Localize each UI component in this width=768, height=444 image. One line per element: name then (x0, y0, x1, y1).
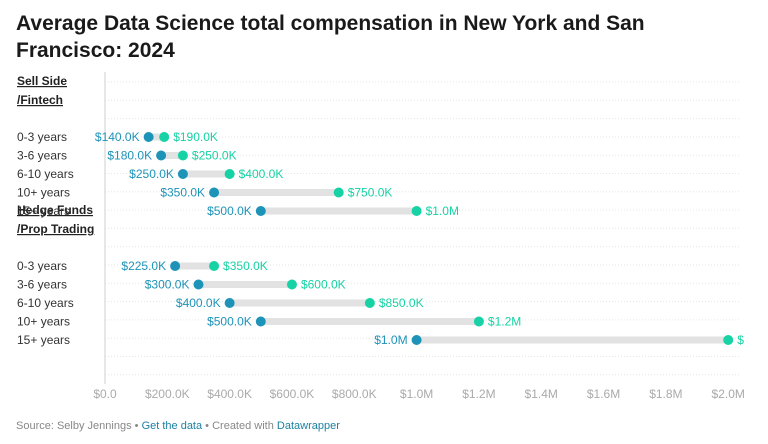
high-value-label: $1.2M (488, 315, 521, 329)
chart-footer: Source: Selby Jennings • Get the data • … (16, 420, 340, 432)
group-heading: /Prop Trading (17, 222, 94, 236)
high-dot (177, 150, 188, 161)
low-value-label: $350.0K (160, 186, 205, 200)
high-dot (473, 316, 484, 327)
x-tick-label: $2.0M (712, 387, 745, 401)
x-tick-label: $1.4M (525, 387, 558, 401)
low-value-label: $500.0K (207, 315, 252, 329)
low-dot (177, 169, 188, 179)
low-dot (193, 279, 204, 290)
x-tick-label: $200.0K (145, 387, 190, 401)
get-data-link[interactable]: Get the data (141, 420, 203, 432)
group-heading: Hedge Funds (17, 203, 93, 217)
footer-separator: • (134, 420, 139, 432)
x-tick-label: $1.2M (462, 387, 495, 401)
row-label: 10+ years (17, 186, 70, 200)
row-label: 3-6 years (17, 278, 67, 292)
high-dot (286, 279, 297, 290)
low-dot (224, 298, 235, 308)
row-label: 10+ years (17, 315, 70, 329)
low-value-label: $300.0K (145, 278, 190, 292)
low-dot (156, 150, 167, 161)
high-value-label: $850.0K (379, 296, 424, 310)
low-value-label: $400.0K (176, 296, 221, 310)
high-value-label: $350.0K (223, 259, 268, 273)
high-dot (411, 206, 422, 216)
low-dot (209, 187, 220, 198)
high-dot (209, 261, 220, 271)
x-tick-label: $400.0K (207, 387, 252, 401)
high-value-label: $750.0K (348, 186, 393, 200)
x-tick-label: $600.0K (270, 387, 315, 401)
high-value-label: $ (737, 333, 744, 347)
high-value-label: $600.0K (301, 278, 346, 292)
low-value-label: $500.0K (207, 204, 252, 218)
high-dot (159, 132, 170, 142)
high-dot (364, 298, 375, 308)
low-dot (255, 206, 266, 216)
low-dot (170, 261, 181, 271)
row-label: 3-6 years (17, 149, 67, 163)
row-label: 0-3 years (17, 130, 67, 144)
high-dot (224, 169, 235, 179)
low-dot (143, 132, 154, 142)
x-tick-label: $800.0K (332, 387, 377, 401)
footer-separator: • (205, 420, 210, 432)
chart-title: Average Data Science total compensation … (16, 12, 645, 62)
low-value-label: $140.0K (95, 130, 140, 144)
source-text: Source: Selby Jennings (16, 420, 132, 432)
low-dot (255, 316, 266, 327)
low-dot (411, 335, 422, 345)
high-value-label: $250.0K (192, 149, 237, 163)
x-tick-label: $1.6M (587, 387, 620, 401)
row-label: 6-10 years (17, 296, 74, 310)
created-with-text: Created with (212, 420, 274, 432)
low-value-label: $1.0M (374, 333, 407, 347)
high-value-label: $400.0K (239, 167, 284, 181)
low-value-label: $225.0K (121, 259, 166, 273)
row-label: 15+ years (17, 204, 70, 218)
row-label: 15+ years (17, 333, 70, 347)
low-value-label: $180.0K (107, 149, 152, 163)
row-label: 0-3 years (17, 259, 67, 273)
range-dot-chart: $0.0 $200.0K $400.0K $600.0K $800.0K $1.0M $1.… (17, 72, 745, 401)
row-label: 6-10 years (17, 167, 74, 181)
group-heading: Sell Side (17, 74, 67, 88)
high-dot (723, 335, 734, 345)
datawrapper-link[interactable]: Datawrapper (276, 420, 340, 432)
x-tick-label: $1.8M (649, 387, 682, 401)
x-tick-label: $0.0 (93, 387, 117, 401)
low-value-label: $250.0K (129, 167, 174, 181)
high-dot (333, 187, 344, 198)
group-heading: /Fintech (17, 93, 63, 107)
high-value-label: $190.0K (173, 130, 218, 144)
high-value-label: $1.0M (426, 204, 459, 218)
x-tick-label: $1.0M (400, 387, 433, 401)
